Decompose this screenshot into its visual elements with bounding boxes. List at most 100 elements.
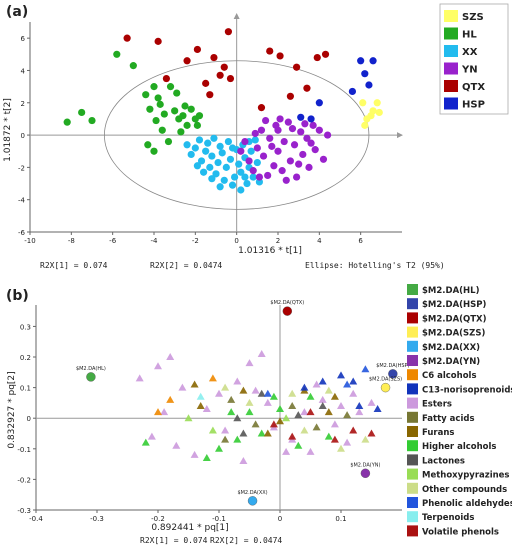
- point-yn: [286, 157, 294, 165]
- legend-swatch-hl: [444, 27, 458, 40]
- panel-a-legend: SZS HL XX YN QTX HSP: [439, 3, 509, 115]
- panel-a-arrow-up: [233, 13, 240, 19]
- variable-triangle: [251, 420, 260, 428]
- panel-b-xtick-label: 0.1: [335, 515, 346, 523]
- point-xx: [235, 160, 243, 168]
- point-xx: [208, 175, 216, 183]
- variable-triangle: [233, 435, 242, 443]
- point-yn: [295, 160, 303, 168]
- point-yn: [307, 139, 315, 147]
- point-yn: [301, 120, 309, 128]
- point-hsp: [315, 99, 323, 107]
- point-yn: [284, 118, 292, 126]
- point-xx: [237, 168, 245, 176]
- variable-triangle: [202, 453, 211, 461]
- point-hl: [158, 126, 166, 134]
- point-yn: [324, 131, 332, 139]
- legend-b-swatch: [407, 284, 418, 295]
- point-xx: [206, 163, 214, 171]
- variable-triangle: [294, 411, 303, 419]
- variable-triangle: [361, 435, 370, 443]
- point-xx: [191, 144, 199, 152]
- legend-b-swatch: [407, 468, 418, 480]
- point-hl: [63, 118, 71, 126]
- legend-b-label: C6 alcohols: [422, 371, 477, 381]
- panel-a-xtick-label: -10: [24, 237, 35, 245]
- point-hl: [195, 112, 204, 120]
- panel-b-xtick-label: -0.4: [29, 515, 43, 523]
- point-qtx: [266, 47, 274, 55]
- variable-triangle: [196, 401, 205, 409]
- legend-b-label: Volatile phenols: [422, 527, 499, 537]
- panel-a-xtick-label: 0: [234, 237, 238, 245]
- variable-triangle: [233, 414, 242, 422]
- point-yn: [309, 121, 317, 129]
- panel-a-ytick-label: -4: [18, 197, 26, 205]
- variable-triangle: [288, 389, 297, 397]
- point-hl: [183, 121, 191, 129]
- class-point-mdahl: [86, 372, 96, 382]
- point-xx: [249, 173, 257, 181]
- point-yn: [319, 155, 328, 163]
- variable-triangle: [154, 362, 162, 370]
- point-hl: [177, 128, 185, 136]
- point-yn: [278, 167, 286, 175]
- point-qtx: [202, 79, 210, 87]
- point-xx: [222, 163, 230, 171]
- variable-triangle: [160, 408, 169, 416]
- variable-triangle: [306, 447, 315, 455]
- panel-a-xtick-label: -4: [151, 237, 159, 245]
- variable-triangle: [178, 383, 187, 391]
- point-qtx: [321, 50, 330, 58]
- point-xx: [193, 162, 201, 170]
- variable-triangle: [361, 365, 370, 373]
- variable-triangle: [337, 401, 345, 409]
- variable-triangle: [147, 432, 156, 440]
- panel-a-footer-r2x1: R2X[1] = 0.074: [40, 261, 108, 270]
- class-point-label-mdaqtx: $M2.DA(QTX): [270, 300, 304, 306]
- variable-triangle: [300, 383, 309, 391]
- legend-swatch-yn: [444, 62, 458, 75]
- point-qtx: [293, 63, 301, 71]
- panel-b-footer-r2x1: R2X[1] = 0.074: [140, 536, 208, 545]
- legend-label-yn: YN: [461, 65, 478, 76]
- legend-b-label: $M2.DA(QTX): [422, 314, 487, 324]
- variable-triangle: [227, 408, 236, 416]
- legend-label-qtx: QTX: [462, 82, 485, 93]
- legend-b-swatch: [407, 312, 418, 324]
- panel-b-xtick-label: 0: [278, 515, 282, 523]
- variable-triangle: [269, 420, 278, 428]
- legend-b-label: $M2.DA(XX): [422, 343, 480, 353]
- legend-b-swatch: [407, 497, 418, 508]
- class-point-label-mdahl: $M2.DA(HL): [76, 366, 106, 372]
- point-qtx: [154, 37, 162, 45]
- legend-b-swatch: [407, 482, 418, 494]
- legend-swatch-xx: [444, 45, 458, 57]
- variable-triangle: [324, 386, 333, 394]
- point-qtx: [210, 53, 218, 62]
- legend-label-szs: SZS: [462, 12, 484, 23]
- class-point-label-mdaxx: $M2.DA(XX): [237, 490, 267, 496]
- variable-triangle: [318, 401, 327, 409]
- variable-triangle: [306, 408, 315, 416]
- point-yn: [276, 115, 284, 123]
- legend-b-swatch: [407, 411, 418, 423]
- point-xx: [212, 170, 220, 178]
- point-szs: [373, 99, 381, 107]
- legend-label-hsp: HSP: [462, 100, 485, 111]
- variable-triangle: [184, 414, 193, 422]
- variable-triangle: [349, 389, 358, 397]
- legend-b-label: Terpenoids: [422, 513, 474, 523]
- point-xx: [247, 147, 255, 155]
- legend-b-label: Esters: [422, 400, 452, 410]
- point-xx: [210, 134, 218, 142]
- variable-triangle: [330, 392, 339, 400]
- variable-triangle: [373, 405, 382, 413]
- point-hsp: [348, 87, 356, 96]
- variable-triangle: [282, 447, 291, 455]
- point-hsp: [361, 70, 369, 78]
- variable-triangle: [239, 386, 248, 394]
- point-hl: [156, 100, 164, 108]
- panel-a-xlabel: 1.01316 * t[1]: [238, 246, 302, 256]
- point-yn: [315, 126, 323, 134]
